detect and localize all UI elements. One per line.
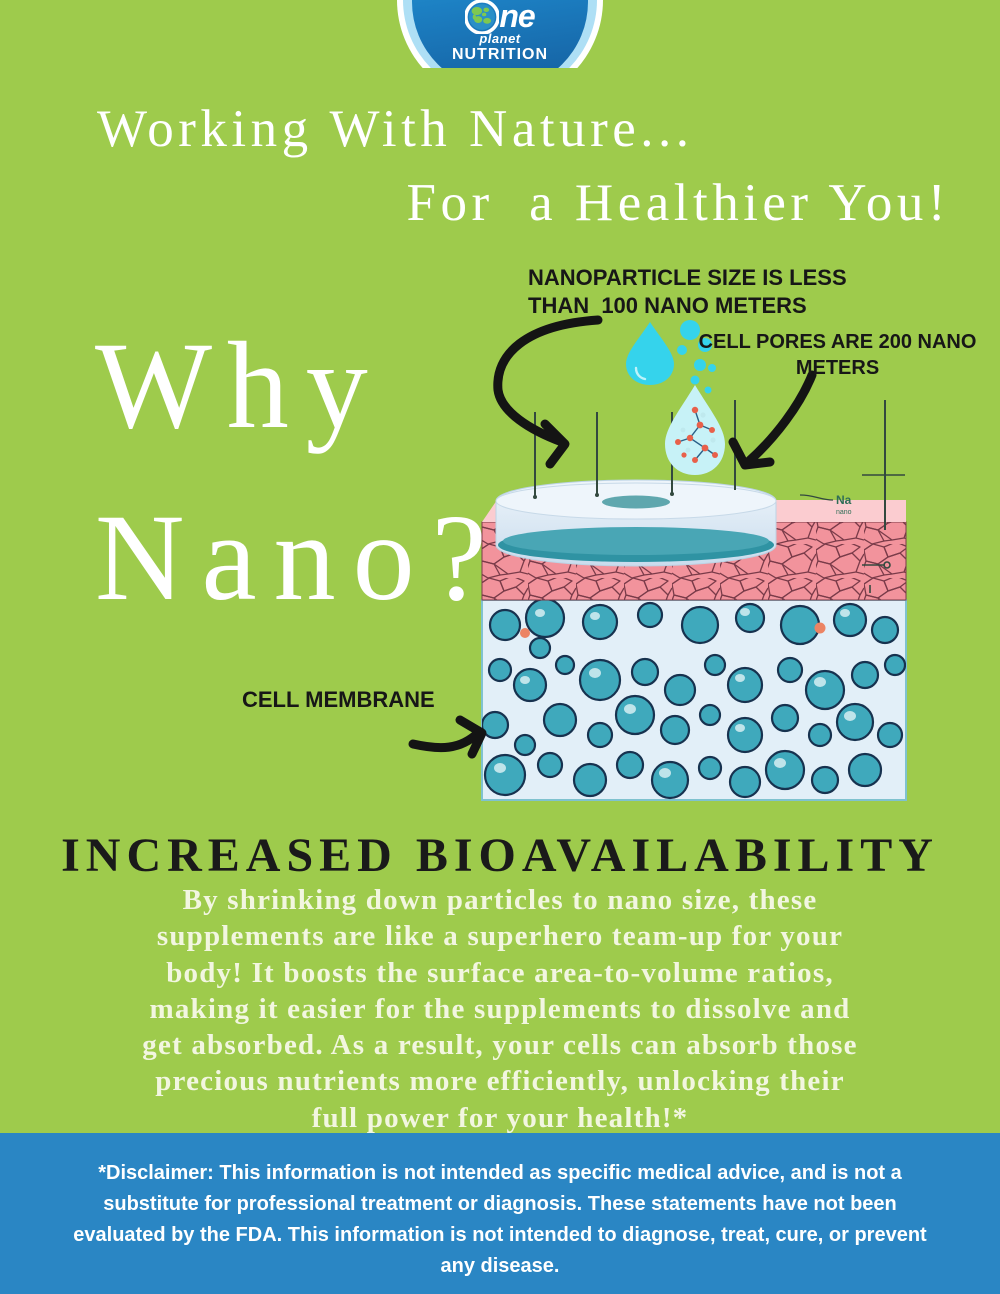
svg-text:nano: nano — [836, 509, 852, 516]
svg-text:Na: Na — [836, 493, 852, 507]
